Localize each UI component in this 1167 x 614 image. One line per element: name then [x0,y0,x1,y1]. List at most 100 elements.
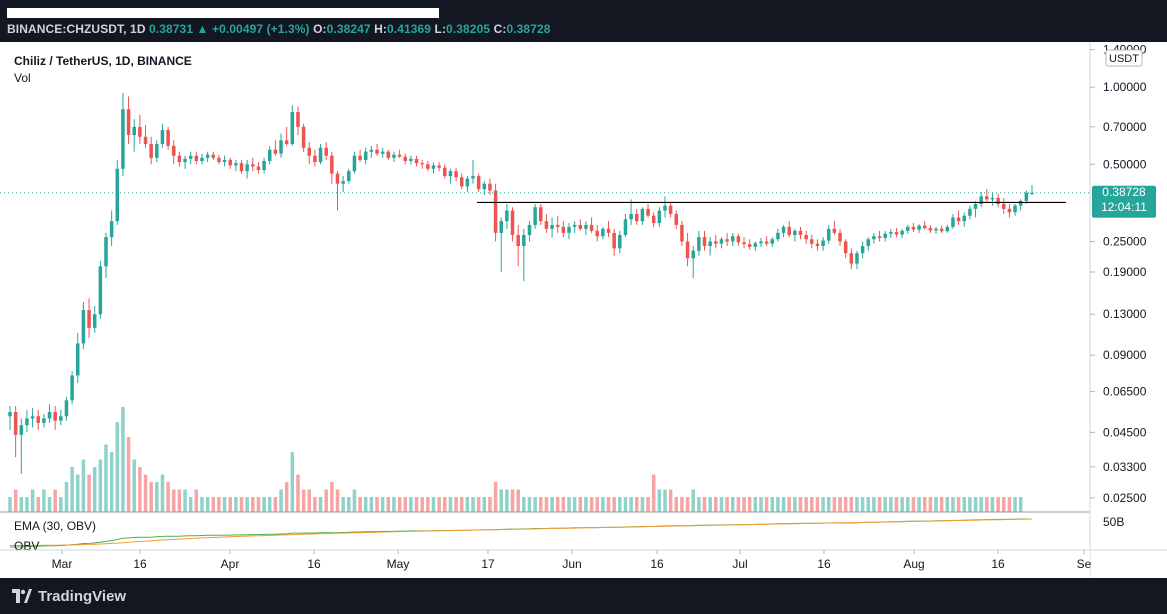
volume-bar [81,459,86,512]
candle [488,178,492,195]
candle [369,145,374,158]
chart-svg[interactable]: Chiliz / TetherUS, 1D, BINANCE Vol EMA (… [0,42,1167,578]
price-tick-label: 0.19000 [1103,265,1147,279]
candle-body [284,140,289,144]
volume-bar [290,452,295,512]
volume-bar [171,489,176,512]
volume-bar [572,497,577,512]
candle-body [403,156,407,162]
candle [567,223,571,240]
volume-bar [781,497,786,512]
candle [544,213,549,233]
currency-label: USDT [1109,53,1139,65]
volume-bar [194,489,199,512]
candle-body [911,226,916,230]
candle-body [471,176,475,179]
volume-bar [104,444,108,512]
candle [143,125,148,148]
candle [443,164,447,179]
chart-area[interactable]: Chiliz / TetherUS, 1D, BINANCE Vol EMA (… [0,42,1167,578]
candle-body [273,149,278,154]
volume-bar [510,489,515,512]
volume-bar [431,497,436,512]
candle-body [443,167,447,177]
candle [572,221,577,233]
candle-body [663,205,667,211]
candle-body [623,219,628,235]
candle-body [985,196,989,200]
candle [228,157,232,169]
candle [262,157,266,174]
candle-body [826,228,831,241]
candle-body [296,111,300,127]
candle-body [13,412,18,435]
candle-body [668,205,673,214]
volume-bar [98,459,103,512]
candle [894,228,899,238]
current-price-tag [1092,185,1156,218]
volume-bar [826,497,831,512]
currency-badge[interactable] [1105,49,1143,67]
symbol-name[interactable]: BINANCE:CHZUSDT [7,22,124,36]
candle-body [335,173,340,184]
volume-bar [166,482,170,512]
volume-bar [702,497,707,512]
candle-body [838,232,842,242]
volume-bar [606,497,611,512]
volume-bar [651,474,656,512]
candle-body [188,155,193,159]
volume-bar [279,489,283,512]
candle-body [115,168,120,222]
bar-countdown: 12:04:11 [1101,200,1147,214]
volume-bar [420,497,424,512]
volume-bar [640,497,645,512]
volume-bar [674,497,679,512]
tradingview-logo[interactable]: TradingView [12,586,126,606]
candle [906,224,910,234]
candle-body [973,203,978,209]
candle-body [872,236,876,240]
volume-bar [505,489,509,512]
volume-bar [697,497,701,512]
candle [267,145,272,165]
volume-bar [262,497,266,512]
candle-body [702,237,707,246]
candle [708,237,712,256]
time-tick-label: 16 [307,557,321,571]
candle [115,159,120,225]
volume-bar [544,497,549,512]
candle-body [437,165,441,168]
high-value: 0.41369 [387,22,432,36]
candle [612,228,616,256]
volume-bar [87,474,91,512]
candle-body [635,213,639,222]
candle [832,221,837,235]
volume-bar [730,497,735,512]
volume-bar [380,497,385,512]
interval-label[interactable]: 1D [130,22,146,36]
candle-body [917,225,921,230]
price-axis[interactable] [1090,42,1167,578]
candle-body [906,226,910,231]
high-label: H: [374,22,387,36]
candle [132,119,136,152]
volume-bar [1013,497,1017,512]
volume-bar [691,489,695,512]
candle-body [747,244,752,247]
candle [335,171,340,211]
volume-bar [251,497,255,512]
candle [109,210,114,246]
candle [183,155,187,169]
candle-body [572,224,577,227]
candle [623,213,628,238]
candle-body [301,126,306,148]
candle [979,191,983,208]
candle [646,203,650,218]
price-axis-labels: 1.400001.000000.700000.500000.250000.190… [1090,43,1147,505]
volume-bar [787,497,791,512]
volume-bar [623,497,628,512]
candle [13,406,18,458]
candle-body [730,236,735,242]
time-tick-label: Mar [52,557,73,571]
time-axis[interactable] [0,550,1090,578]
